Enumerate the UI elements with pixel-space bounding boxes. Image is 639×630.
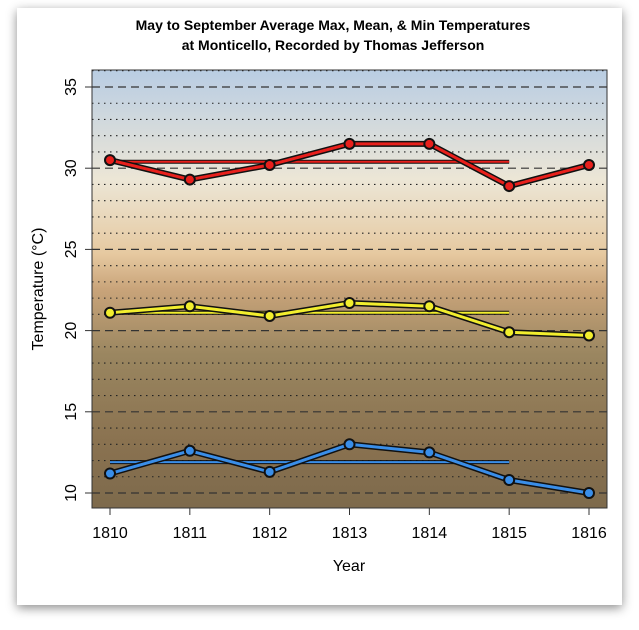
chart-subtitle: at Monticello, Recorded by Thomas Jeffer… [182, 37, 485, 53]
data-point [423, 137, 436, 150]
data-point [583, 487, 595, 499]
y-tick-label: 35 [63, 78, 80, 96]
x-tick-label: 1811 [173, 525, 208, 542]
data-point [263, 465, 276, 478]
data-point [423, 300, 436, 313]
data-point [583, 329, 595, 342]
x-axis-label: Year [333, 558, 366, 575]
series-2 [104, 438, 595, 499]
x-tick-label: 1813 [332, 525, 368, 542]
x-tick-label: 1810 [92, 525, 128, 542]
data-point [104, 306, 116, 319]
y-tick-label: 25 [63, 240, 80, 258]
y-axis-label: Temperature (°C) [30, 228, 47, 351]
data-point [183, 300, 196, 313]
data-point [343, 438, 356, 451]
data-point [503, 474, 516, 487]
y-tick-label: 20 [63, 322, 80, 340]
data-point [503, 326, 516, 339]
series-1 [104, 296, 595, 342]
data-point [104, 154, 116, 167]
data-point [423, 446, 436, 459]
data-point [343, 296, 356, 309]
x-tick-label: 1816 [571, 525, 607, 542]
series-0 [104, 137, 595, 193]
y-tick-label: 10 [63, 484, 80, 502]
x-tick-label: 1812 [252, 525, 288, 542]
y-tick-label: 30 [63, 159, 80, 177]
data-point [263, 158, 276, 171]
data-point [503, 180, 516, 193]
data-point [583, 158, 595, 171]
data-point [263, 309, 276, 322]
data-point [104, 467, 116, 480]
data-point [183, 444, 196, 457]
y-tick-label: 15 [63, 403, 80, 421]
data-point [183, 173, 196, 186]
x-tick-label: 1815 [491, 525, 527, 542]
x-tick-label: 1814 [412, 525, 448, 542]
chart-title: May to September Average Max, Mean, & Mi… [136, 17, 531, 33]
data-point [343, 137, 356, 150]
